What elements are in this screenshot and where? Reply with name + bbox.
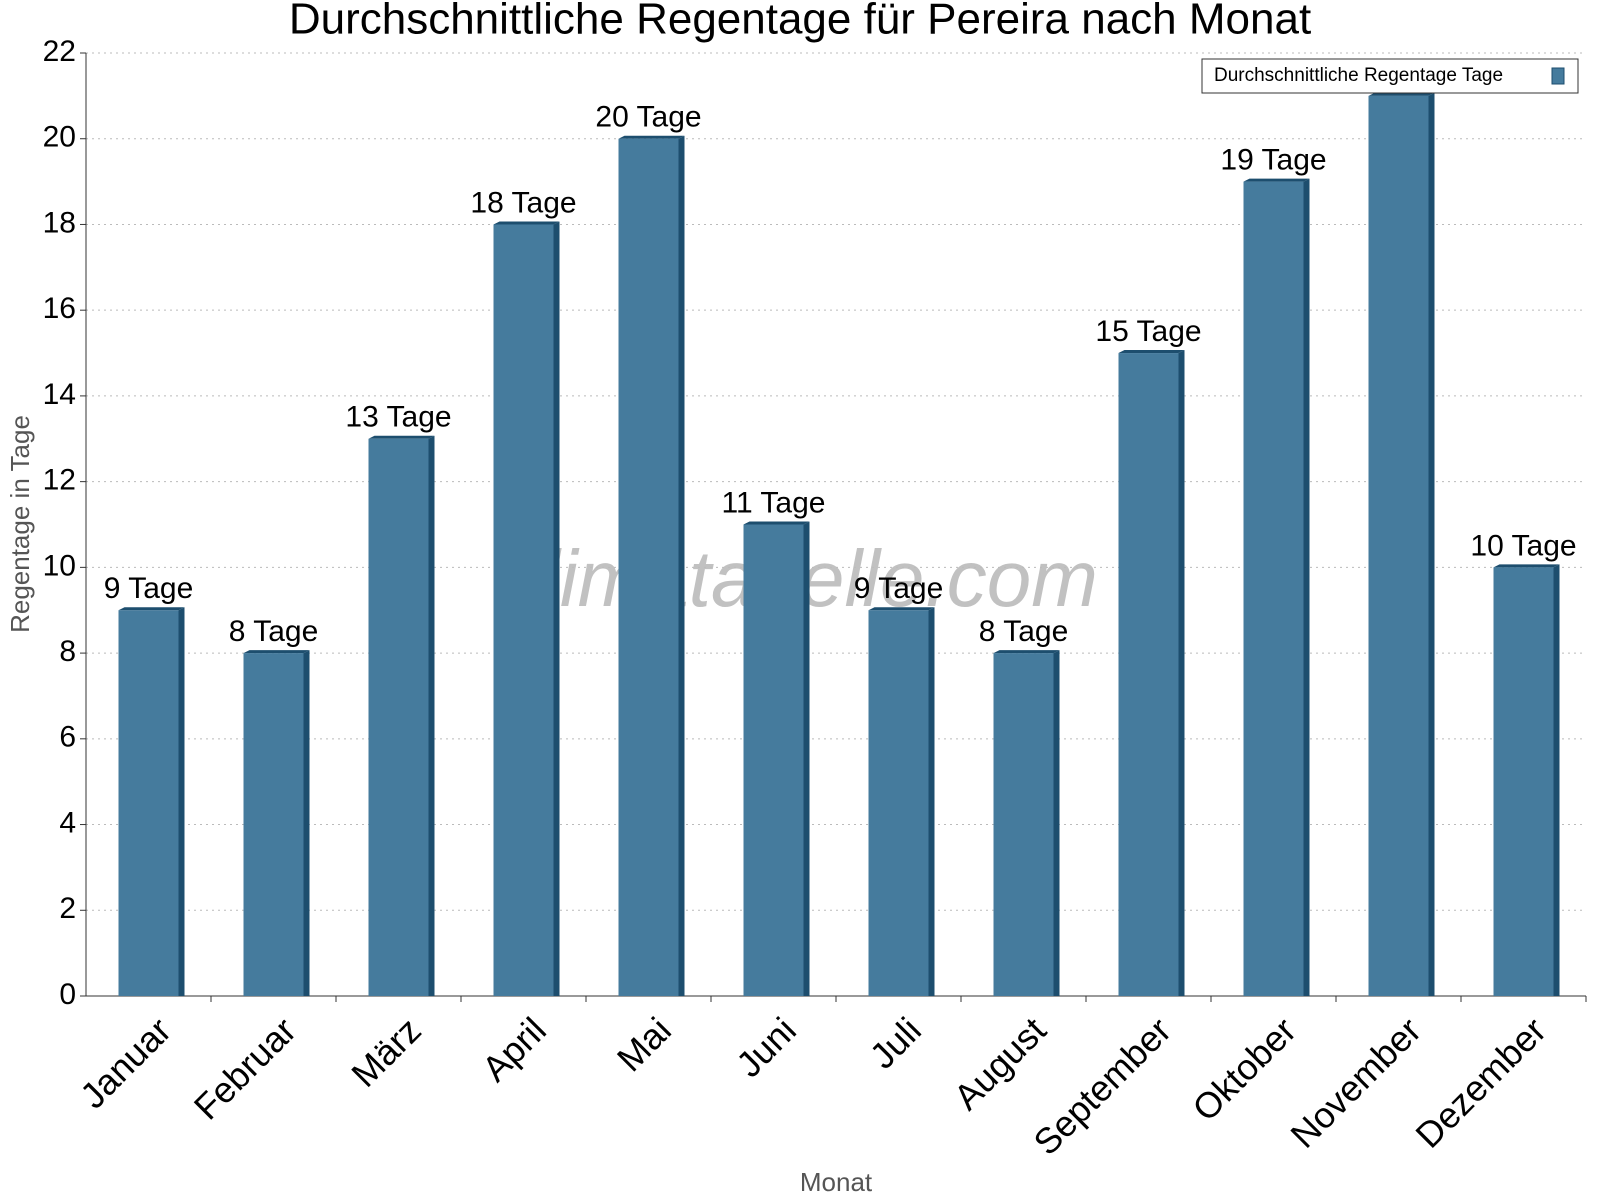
data-label: 19 Tage — [1220, 144, 1326, 177]
y-tick-label: 14 — [43, 378, 76, 411]
y-tick-label: 18 — [43, 206, 76, 239]
data-label: 8 Tage — [229, 615, 319, 648]
x-tick-label: November — [1282, 1009, 1428, 1155]
data-label: 8 Tage — [979, 615, 1069, 648]
bar-shade — [303, 650, 310, 996]
bar-shade — [243, 650, 310, 654]
y-tick-label: 20 — [43, 121, 76, 154]
bar — [618, 138, 679, 996]
bar-shade — [428, 435, 435, 997]
y-tick-label: 6 — [59, 721, 76, 754]
bar-shade — [1178, 350, 1185, 997]
bar — [1368, 95, 1429, 996]
x-tick-label: Mai — [609, 1009, 679, 1079]
bar — [743, 524, 804, 996]
bar-shade — [618, 135, 685, 139]
y-axis-label: Regentage in Tage — [5, 415, 35, 633]
bar-shade — [178, 607, 185, 996]
x-tick-label: August — [946, 1009, 1054, 1117]
bar — [368, 438, 429, 997]
bar-shade — [1243, 178, 1310, 182]
data-label: 13 Tage — [345, 401, 451, 434]
x-tick-label: Januar — [72, 1009, 179, 1116]
bar — [868, 610, 929, 996]
data-label: 18 Tage — [470, 186, 576, 219]
legend-box — [1201, 58, 1579, 94]
legend-label: Durchschnittliche Regentage Tage — [1214, 65, 1503, 86]
y-tick-label: 10 — [43, 549, 76, 582]
bar-shade — [803, 521, 810, 996]
x-tick-label: Dezember — [1407, 1009, 1553, 1155]
bar — [1118, 353, 1179, 997]
bar-shade — [553, 221, 560, 997]
bar — [493, 224, 554, 997]
bar-shade — [368, 435, 435, 439]
y-tick-label: 8 — [59, 635, 76, 668]
legend-swatch — [1551, 67, 1565, 85]
x-tick-label: September — [1025, 1009, 1179, 1163]
x-tick-label: Oktober — [1184, 1009, 1304, 1129]
data-label: 15 Tage — [1095, 315, 1201, 348]
y-tick-label: 0 — [59, 978, 76, 1011]
y-tick-label: 22 — [43, 35, 76, 68]
x-tick-label: März — [343, 1009, 429, 1095]
y-tick-label: 16 — [43, 292, 76, 325]
bar-shade — [993, 650, 1060, 654]
x-axis-label: Monat — [800, 1167, 873, 1197]
bar-shade — [743, 521, 810, 525]
y-tick-label: 2 — [59, 892, 76, 925]
bar-shade — [928, 607, 935, 996]
bar-shade — [1368, 92, 1435, 96]
bar-shade — [1493, 564, 1560, 568]
chart-title: Durchschnittliche Regentage für Pereira … — [289, 0, 1311, 44]
x-tick-label: Juli — [862, 1009, 929, 1076]
bar — [993, 653, 1054, 996]
bar-shade — [1118, 350, 1185, 354]
data-label: 10 Tage — [1470, 529, 1576, 562]
bar — [1243, 181, 1304, 996]
x-tick-label: Februar — [186, 1009, 304, 1127]
bar-shade — [493, 221, 560, 225]
bar-shade — [1303, 178, 1310, 996]
bar-shade — [118, 607, 185, 611]
data-label: 20 Tage — [595, 101, 701, 134]
bar-shade — [1053, 650, 1060, 996]
x-tick-label: Juni — [728, 1009, 804, 1085]
bar — [243, 653, 304, 996]
bar — [1493, 567, 1554, 996]
y-tick-label: 12 — [43, 464, 76, 497]
data-label: 9 Tage — [854, 572, 944, 605]
bar-shade — [1553, 564, 1560, 996]
x-tick-label: April — [474, 1009, 554, 1089]
bar — [118, 610, 179, 996]
y-tick-label: 4 — [59, 806, 76, 839]
bar-shade — [1428, 92, 1435, 996]
bar-shade — [868, 607, 935, 611]
bar-shade — [678, 135, 685, 996]
data-label: 9 Tage — [104, 572, 194, 605]
data-label: 11 Tage — [722, 486, 826, 519]
